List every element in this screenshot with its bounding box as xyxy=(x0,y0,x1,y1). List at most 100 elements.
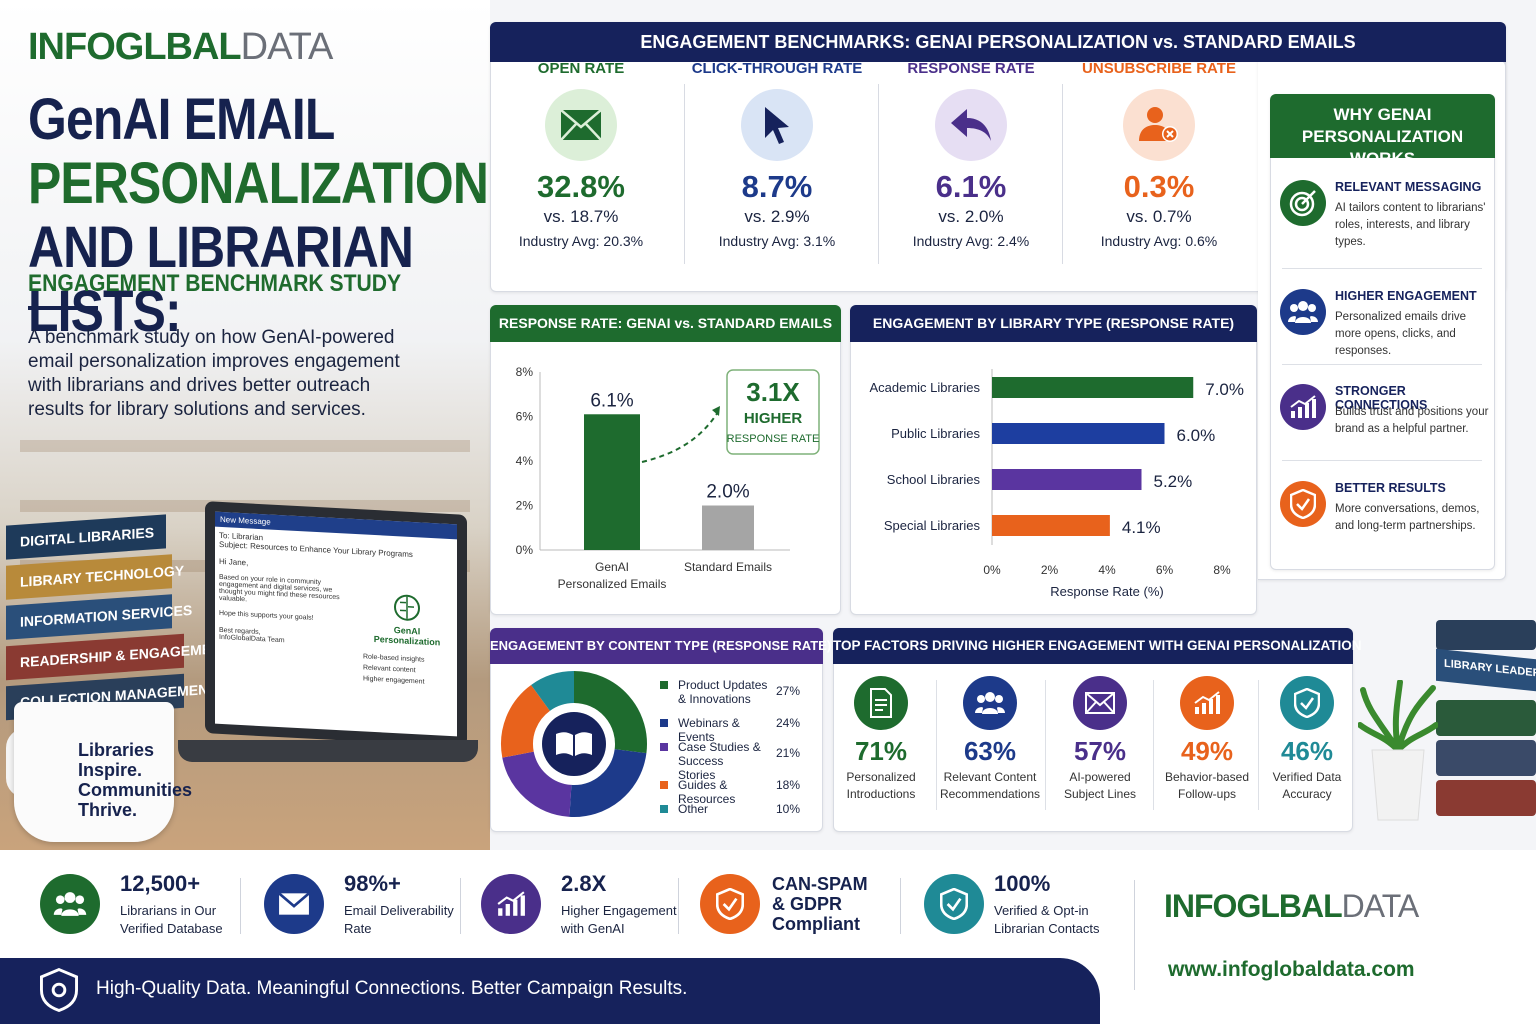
factor-value: 46% xyxy=(1280,736,1334,766)
content-type-chart-title: ENGAGEMENT BY CONTENT TYPE (RESPONSE RAT… xyxy=(490,628,831,664)
bar xyxy=(992,469,1142,490)
response-rate-bar-chart: 0% 2% 4% 6% 8% 6.1% 2.0% GenAI Personalized Emai… xyxy=(516,365,820,591)
stat-value: 12,500+ xyxy=(120,871,201,896)
brand-logo-bottom: INFOGLBALDATA xyxy=(1164,888,1419,924)
legend-swatch xyxy=(660,805,668,813)
kpi-click-through-rate: CLICK-THROUGH RATE 8.7% vs. 2.9% Industr… xyxy=(681,60,873,249)
group-icon xyxy=(963,676,1017,730)
kpi-comparison: vs. 2.9% xyxy=(744,207,810,226)
kpi-comparison: vs. 18.7% xyxy=(543,207,619,226)
y-tick-label: Academic Libraries xyxy=(869,380,980,395)
donut-slice xyxy=(502,750,573,817)
user-remove-icon xyxy=(1123,89,1195,161)
laptop-keyboard xyxy=(178,740,478,762)
kpi-value: 8.7% xyxy=(741,169,813,204)
factors-header: TOP FACTORS DRIVING HIGHER ENGAGEMENT WI… xyxy=(833,628,1362,664)
badge-item: Role-based insights xyxy=(363,653,425,664)
brain-icon xyxy=(394,594,420,621)
growth-chart-icon xyxy=(481,874,541,934)
why-item-title: STRONGER CONNECTIONS xyxy=(1335,384,1428,412)
response-rate-chart-title: RESPONSE RATE: GENAI vs. STANDARD EMAILS xyxy=(490,305,841,342)
brand-url[interactable]: www.infoglobaldata.com xyxy=(1168,958,1415,981)
callout-line1: HIGHER xyxy=(744,410,803,427)
kpi-value: 32.8% xyxy=(537,169,625,204)
page-subtitle: ENGAGEMENT BENCHMARK STUDY xyxy=(28,270,402,297)
factor-label: Verified Data Accuracy xyxy=(1272,770,1342,801)
envelope-icon xyxy=(545,89,617,161)
envelope-icon xyxy=(264,874,324,934)
factor-behavior-follow-ups: 49% Behavior-based Follow-ups xyxy=(1155,676,1259,803)
stat-value: 100% xyxy=(994,871,1051,896)
why-header: WHY GENAI PERSONALIZATION WORKS xyxy=(1270,94,1495,168)
y-tick-label: Public Libraries xyxy=(891,426,980,441)
donut-slice xyxy=(501,684,551,758)
legend-label: Case Studies & Success Stories xyxy=(678,740,761,782)
factor-relevant-content: 63% Relevant Content Recommendations xyxy=(938,676,1042,803)
shield-check-icon xyxy=(924,874,984,934)
y-tick-label: 8% xyxy=(516,365,534,379)
shield-check-icon xyxy=(1280,481,1326,527)
shield-check-icon xyxy=(700,874,760,934)
kpi-divider xyxy=(684,84,685,264)
kpi-unsubscribe-rate: UNSUBSCRIBE RATE 0.3% vs. 0.7% Industry … xyxy=(1063,60,1255,249)
callout-value: 3.1X xyxy=(746,377,800,407)
y-tick-label: 2% xyxy=(516,499,534,513)
kpi-industry-avg: Industry Avg: 2.4% xyxy=(912,233,1030,249)
bar-value-label: 6.1% xyxy=(590,390,633,411)
kpi-response-rate: RESPONSE RATE 6.1% vs. 2.0% Industry Avg… xyxy=(875,60,1067,249)
email-body: Based on your role in community engageme… xyxy=(219,573,340,604)
kpi-industry-avg: Industry Avg: 3.1% xyxy=(718,233,836,249)
x-tick-label: Standard Emails xyxy=(684,560,772,574)
genai-badge-title: GenAI Personalization xyxy=(373,625,441,648)
document-icon xyxy=(854,676,908,730)
book-spine: LIBRARY LEADERSHIP xyxy=(1436,648,1536,692)
bar xyxy=(702,505,754,550)
kpi-label: UNSUBSCRIBE RATE xyxy=(1082,60,1236,77)
content-type-donut-chart xyxy=(501,671,647,817)
legend-label: Product Updates & Innovations xyxy=(678,678,768,706)
x-tick-label: GenAI xyxy=(595,560,629,574)
kpi-divider xyxy=(1062,84,1063,264)
legend-swatch xyxy=(660,681,668,689)
kpi-industry-avg: Industry Avg: 0.6% xyxy=(1100,233,1218,249)
page-title: GenAI EMAIL PERSONALIZATION AND LIBRARIA… xyxy=(28,87,489,344)
factor-value: 49% xyxy=(1180,736,1234,766)
x-tick-label: 6% xyxy=(1156,563,1174,577)
legend-value: 10% xyxy=(776,802,801,816)
title-divider xyxy=(28,306,98,310)
email-preview: New Message To: Librarian Subject: Resou… xyxy=(215,511,457,737)
factor-value: 57% xyxy=(1073,736,1127,766)
y-tick-label: School Libraries xyxy=(887,472,981,487)
shield-check-icon xyxy=(1280,676,1334,730)
kpi-label: CLICK-THROUGH RATE xyxy=(691,60,863,77)
bar-value-label: 2.0% xyxy=(706,482,749,503)
x-axis-label: Response Rate (%) xyxy=(1050,584,1163,599)
potted-plant xyxy=(1357,679,1439,830)
donut-slice xyxy=(531,671,575,712)
kpi-open-rate: OPEN RATE 32.8% vs. 18.7% Industry Avg: … xyxy=(485,60,677,249)
legend-label: Other xyxy=(678,802,709,816)
kpi-value: 6.1% xyxy=(935,169,1007,204)
legend-label: Webinars & Events xyxy=(678,716,740,744)
x-tick-label: Personalized Emails xyxy=(558,577,667,591)
library-type-chart-title: ENGAGEMENT BY LIBRARY TYPE (RESPONSE RAT… xyxy=(850,305,1257,342)
growth-chart-icon xyxy=(1280,384,1326,430)
y-tick-label: 0% xyxy=(516,543,534,557)
why-item-text: More conversations, demos, and long-term… xyxy=(1335,503,1480,532)
brand-logo-top: INFOGLBALDATA xyxy=(28,26,333,68)
why-item-text: AI tailors content to librarians' roles,… xyxy=(1335,202,1486,248)
x-tick-label: 0% xyxy=(983,563,1001,577)
callout-line2: RESPONSE RATE xyxy=(727,433,820,445)
factor-label: Relevant Content Recommendations xyxy=(939,770,1041,801)
why-item-title: BETTER RESULTS xyxy=(1335,481,1446,495)
why-item-title: HIGHER ENGAGEMENT xyxy=(1335,289,1477,303)
footer-tagline: High-Quality Data. Meaningful Connection… xyxy=(96,978,688,999)
kpi-value: 0.3% xyxy=(1123,169,1195,204)
bar-value-label: 7.0% xyxy=(1205,380,1244,399)
bar xyxy=(992,423,1165,444)
factor-value: 63% xyxy=(963,736,1017,766)
target-icon xyxy=(1280,180,1326,226)
coffee-mug: Libraries Inspire. Communities Thrive. xyxy=(14,702,192,842)
kpi-comparison: vs. 0.7% xyxy=(1126,207,1192,226)
right-book-stack: LIBRARY LEADERSHIP xyxy=(1436,620,1536,820)
